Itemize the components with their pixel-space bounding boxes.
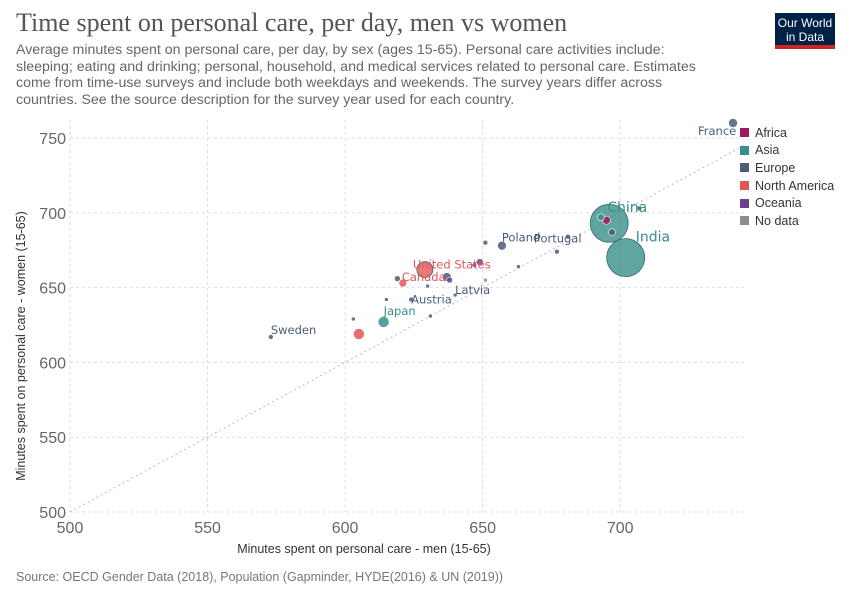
data-point (516, 264, 521, 269)
data-point (394, 275, 401, 282)
x-tick-label: 600 (332, 520, 359, 537)
data-point (416, 261, 434, 279)
legend-item[interactable]: Oceania (740, 194, 834, 212)
legend-item[interactable]: Europe (740, 159, 834, 177)
axis-layer: 500 550 600 650 700 750 500 550 600 650 700 Minutes… (14, 131, 634, 556)
legend-label: North America (755, 178, 835, 193)
legend-swatch (740, 163, 749, 173)
point-label: Latvia (455, 283, 490, 297)
data-point (606, 238, 646, 278)
legend-swatch (740, 128, 749, 138)
data-point (351, 316, 356, 322)
y-tick-label: 650 (39, 281, 66, 298)
legend-swatch (740, 216, 749, 226)
data-point (377, 316, 390, 328)
x-tick-label: 550 (194, 520, 221, 537)
data-point (452, 292, 458, 298)
legend: Africa Asia Europe North America Oceania No d… (740, 124, 834, 230)
points-layer (268, 118, 738, 340)
legend-label: No data (755, 213, 799, 228)
point-label: Canada (402, 270, 446, 284)
point-label: India (636, 230, 670, 246)
data-point (476, 258, 484, 266)
grid-layer (69, 120, 744, 513)
data-point (636, 205, 643, 212)
legend-item[interactable]: Africa (740, 124, 834, 142)
logo-line-2: in Data (785, 30, 825, 44)
chart-subtitle: Average minutes spent on personal care, … (16, 42, 696, 108)
point-label: Sweden (271, 323, 316, 337)
x-tick-label: 650 (469, 520, 496, 537)
data-point (268, 334, 274, 340)
data-point (728, 118, 738, 128)
x-tick-label: 700 (607, 520, 634, 537)
data-point (482, 239, 489, 246)
legend-swatch (740, 181, 749, 191)
point-label: Poland (502, 231, 540, 245)
y-tick-label: 750 (39, 131, 66, 148)
legend-item[interactable]: No data (740, 212, 834, 230)
chart-title: Time spent on personal care, per day, me… (16, 8, 568, 37)
y-tick-label: 500 (39, 505, 66, 522)
x-axis-title: Minutes spent on personal care - men (15… (237, 542, 491, 556)
data-point (597, 213, 605, 222)
legend-label: Europe (755, 160, 796, 175)
legend-label: Asia (755, 143, 780, 158)
legend-swatch (740, 198, 749, 208)
legend-label: Africa (755, 125, 787, 140)
data-point (398, 278, 408, 288)
y-tick-label: 700 (39, 206, 66, 223)
y-tick-label: 600 (39, 355, 66, 372)
data-point (471, 262, 478, 268)
y-axis-title: Minutes spent on personal care - women (… (14, 211, 28, 481)
owid-logo[interactable]: Our World in Data (775, 13, 835, 49)
point-label: Japan (383, 304, 416, 318)
data-point (446, 276, 453, 284)
point-label: Austria (411, 293, 452, 307)
data-point (554, 248, 560, 255)
data-point (353, 328, 365, 340)
data-point (428, 313, 433, 319)
data-point (483, 277, 488, 283)
point-label: France (698, 124, 736, 138)
data-point (425, 283, 430, 289)
point-label: Portugal (534, 232, 582, 246)
y-tick-label: 550 (39, 430, 66, 447)
data-point (608, 228, 616, 237)
x-tick-label: 500 (57, 520, 84, 537)
logo-line-1: Our World (777, 16, 833, 30)
data-point (565, 233, 571, 240)
data-point (384, 297, 389, 302)
point-label: United States (413, 258, 491, 272)
source-note[interactable]: Source: OECD Gender Data (2018), Populat… (16, 570, 504, 584)
legend-item[interactable]: North America (740, 177, 834, 195)
data-point (497, 240, 507, 251)
data-point (408, 296, 414, 303)
legend-label: Oceania (755, 196, 802, 211)
point-label: China (607, 200, 647, 216)
legend-item[interactable]: Asia (740, 142, 834, 160)
legend-swatch (740, 145, 749, 155)
